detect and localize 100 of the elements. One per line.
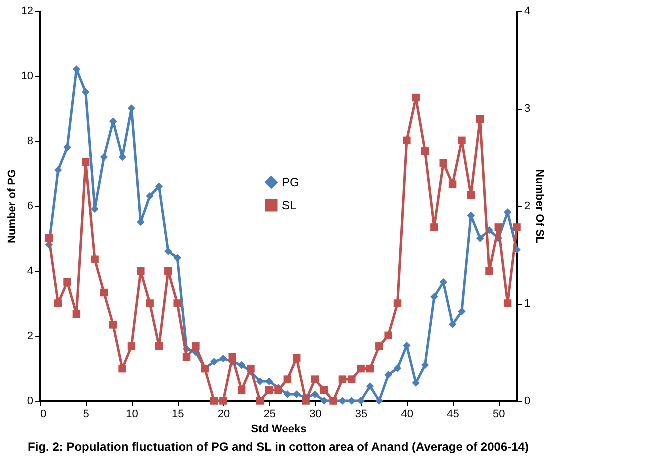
point xyxy=(430,224,438,232)
point xyxy=(164,248,172,256)
y-tick-label: 10 xyxy=(21,70,34,82)
point xyxy=(376,397,384,405)
point xyxy=(174,300,182,308)
point xyxy=(91,256,99,264)
point xyxy=(366,364,374,373)
y2-tick-label: 2 xyxy=(524,200,531,212)
point xyxy=(265,386,274,394)
point xyxy=(302,397,310,405)
x-tick-label: 40 xyxy=(401,408,414,420)
point xyxy=(155,182,164,190)
point xyxy=(320,397,328,405)
point xyxy=(128,342,136,350)
y-tick-label: 4 xyxy=(27,266,34,278)
point xyxy=(486,267,494,276)
point xyxy=(82,88,90,96)
point xyxy=(311,376,320,384)
point xyxy=(430,293,438,301)
y-tick-label: 12 xyxy=(21,6,34,18)
point xyxy=(82,158,90,166)
legend-label: SL xyxy=(282,198,298,212)
point xyxy=(448,180,457,188)
point xyxy=(348,397,356,405)
point xyxy=(284,376,292,384)
point xyxy=(458,136,466,145)
point xyxy=(403,136,411,145)
point xyxy=(174,254,182,262)
y-tick-label: 2 xyxy=(27,330,34,342)
point xyxy=(394,364,402,372)
point xyxy=(366,382,374,390)
point xyxy=(238,386,246,394)
point xyxy=(54,300,62,308)
x-axis-title: Std Weeks xyxy=(251,424,307,436)
point xyxy=(440,159,448,167)
y2-tick-label: 4 xyxy=(524,6,531,18)
point xyxy=(238,361,246,370)
x-tick-label: 15 xyxy=(172,408,184,420)
point xyxy=(412,94,420,102)
point xyxy=(64,278,72,286)
point xyxy=(100,153,108,162)
x-tick-label: 45 xyxy=(447,408,460,420)
point xyxy=(320,386,328,394)
point xyxy=(220,354,228,363)
y2-axis-title: Number Of SL xyxy=(534,170,546,244)
y2-tick-label: 0 xyxy=(524,396,531,408)
point xyxy=(164,267,172,276)
point xyxy=(192,342,200,350)
point xyxy=(182,353,191,361)
y-tick-label: 0 xyxy=(27,396,34,408)
point xyxy=(448,320,457,328)
point xyxy=(357,397,365,405)
point xyxy=(210,397,218,405)
point xyxy=(357,364,365,373)
point xyxy=(146,192,154,200)
y-tick-label: 6 xyxy=(27,200,34,212)
x-tick-label: 5 xyxy=(83,408,90,420)
point xyxy=(137,267,145,276)
point xyxy=(394,300,402,308)
point xyxy=(440,278,448,286)
point xyxy=(256,397,264,405)
point xyxy=(458,308,466,316)
point xyxy=(64,144,72,152)
point xyxy=(100,288,108,297)
point xyxy=(155,342,164,350)
point xyxy=(421,361,430,370)
legend-label: PG xyxy=(282,176,300,190)
point xyxy=(384,371,392,379)
point xyxy=(412,379,420,387)
point xyxy=(292,354,301,362)
point xyxy=(348,376,356,384)
x-tick-label: 0 xyxy=(40,408,47,420)
point xyxy=(338,376,347,384)
point xyxy=(247,364,255,373)
x-tick-label: 10 xyxy=(126,408,138,420)
point xyxy=(210,358,218,366)
caption: Fig. 2: Population fluctuation of PG and SL in cotton area of Anand (Average of 2006-14) xyxy=(28,440,529,454)
point xyxy=(110,321,118,329)
point xyxy=(421,148,430,156)
point xyxy=(54,166,62,174)
x-tick-label: 20 xyxy=(218,408,230,420)
point xyxy=(376,342,384,350)
point xyxy=(504,300,512,308)
point xyxy=(476,234,484,242)
y2-tick-label: 1 xyxy=(524,298,531,310)
point xyxy=(384,332,392,340)
point xyxy=(146,300,154,308)
y2-tick-label: 3 xyxy=(524,103,531,115)
point xyxy=(228,353,237,361)
point xyxy=(494,224,503,232)
point xyxy=(476,115,484,124)
point xyxy=(45,234,54,242)
point xyxy=(220,397,228,405)
y-tick-label: 8 xyxy=(27,136,34,148)
point xyxy=(513,224,521,232)
point xyxy=(72,310,81,318)
y-axis-title: Number of PG xyxy=(6,170,18,244)
x-tick-label: 25 xyxy=(264,408,276,420)
point xyxy=(311,390,320,398)
point xyxy=(467,191,476,200)
